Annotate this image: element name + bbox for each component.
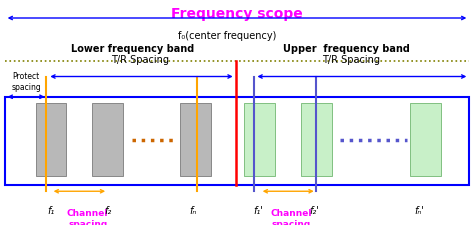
Bar	[301, 104, 332, 176]
Text: f₀(center frequency): f₀(center frequency)	[178, 31, 277, 41]
Bar	[180, 104, 211, 176]
Text: fₙ: fₙ	[189, 206, 197, 216]
Text: Upper  frequency band: Upper frequency band	[283, 45, 410, 54]
Text: Frequency scope: Frequency scope	[171, 7, 303, 21]
Bar	[5, 97, 469, 184]
Text: Channel
spacing: Channel spacing	[67, 209, 109, 225]
Text: f₂: f₂	[104, 206, 111, 216]
Bar	[36, 104, 66, 176]
Text: Lower frequency band: Lower frequency band	[71, 45, 194, 54]
Bar	[410, 104, 441, 176]
Text: T/R Spacing: T/R Spacing	[322, 55, 380, 65]
Text: fₙ': fₙ'	[415, 206, 424, 216]
Text: T/R Spacing: T/R Spacing	[111, 55, 169, 65]
Text: f₂': f₂'	[309, 206, 319, 216]
Text: Channel
spacing: Channel spacing	[271, 209, 312, 225]
Text: Protect
spacing: Protect spacing	[11, 72, 41, 92]
Text: f₁': f₁'	[254, 206, 263, 216]
Bar	[244, 104, 275, 176]
Text: f₁: f₁	[47, 206, 55, 216]
Bar	[92, 104, 123, 176]
